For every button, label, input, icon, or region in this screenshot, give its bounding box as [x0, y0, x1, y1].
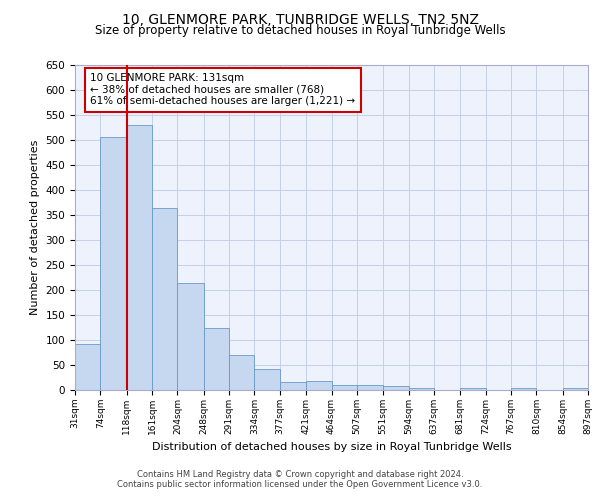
Bar	[229, 355, 254, 390]
Bar	[331, 384, 357, 390]
Bar	[357, 384, 383, 390]
Bar	[75, 344, 100, 390]
Text: 10, GLENMORE PARK, TUNBRIDGE WELLS, TN2 5NZ: 10, GLENMORE PARK, TUNBRIDGE WELLS, TN2 …	[121, 12, 479, 26]
Bar	[383, 386, 409, 390]
Text: Size of property relative to detached houses in Royal Tunbridge Wells: Size of property relative to detached ho…	[95, 24, 505, 37]
Bar	[306, 380, 331, 390]
Bar	[511, 388, 536, 390]
Bar	[409, 388, 434, 390]
Text: Contains HM Land Registry data © Crown copyright and database right 2024.: Contains HM Land Registry data © Crown c…	[137, 470, 463, 479]
Bar	[203, 328, 229, 390]
Text: 10 GLENMORE PARK: 131sqm
← 38% of detached houses are smaller (768)
61% of semi-: 10 GLENMORE PARK: 131sqm ← 38% of detach…	[91, 73, 356, 106]
Bar	[127, 125, 152, 390]
Bar	[100, 136, 127, 390]
Bar	[280, 382, 306, 390]
Bar	[460, 388, 485, 390]
Text: Contains public sector information licensed under the Open Government Licence v3: Contains public sector information licen…	[118, 480, 482, 489]
Bar	[254, 368, 280, 390]
Y-axis label: Number of detached properties: Number of detached properties	[30, 140, 40, 315]
Bar	[152, 208, 178, 390]
Bar	[563, 388, 588, 390]
X-axis label: Distribution of detached houses by size in Royal Tunbridge Wells: Distribution of detached houses by size …	[152, 442, 511, 452]
Bar	[178, 282, 203, 390]
